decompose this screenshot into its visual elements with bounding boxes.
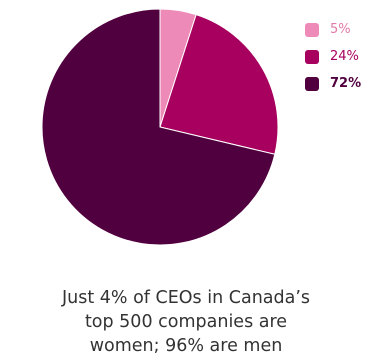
chart-caption: Just 4% of CEOs in Canada’s top 500 comp… <box>0 286 372 358</box>
caption-line-3: women; 96% are men <box>89 336 283 356</box>
legend: 5% 24% 72% <box>305 18 369 99</box>
legend-label-1: 5% <box>330 22 351 37</box>
legend-swatch-2 <box>305 50 319 64</box>
legend-label-2: 24% <box>330 49 359 64</box>
pie-slice-2 <box>159 14 279 155</box>
legend-item-2: 24% <box>305 45 369 69</box>
legend-item-3: 72% <box>305 72 369 96</box>
legend-label-3: 72% <box>330 76 362 91</box>
pie-chart <box>41 8 279 246</box>
caption-line-2: top 500 companies are <box>84 312 288 332</box>
legend-swatch-1 <box>305 23 319 37</box>
legend-swatch-3 <box>305 77 319 91</box>
caption-line-1: Just 4% of CEOs in Canada’s <box>61 288 311 308</box>
pie-slice-3 <box>41 8 276 246</box>
legend-item-1: 5% <box>305 18 369 42</box>
